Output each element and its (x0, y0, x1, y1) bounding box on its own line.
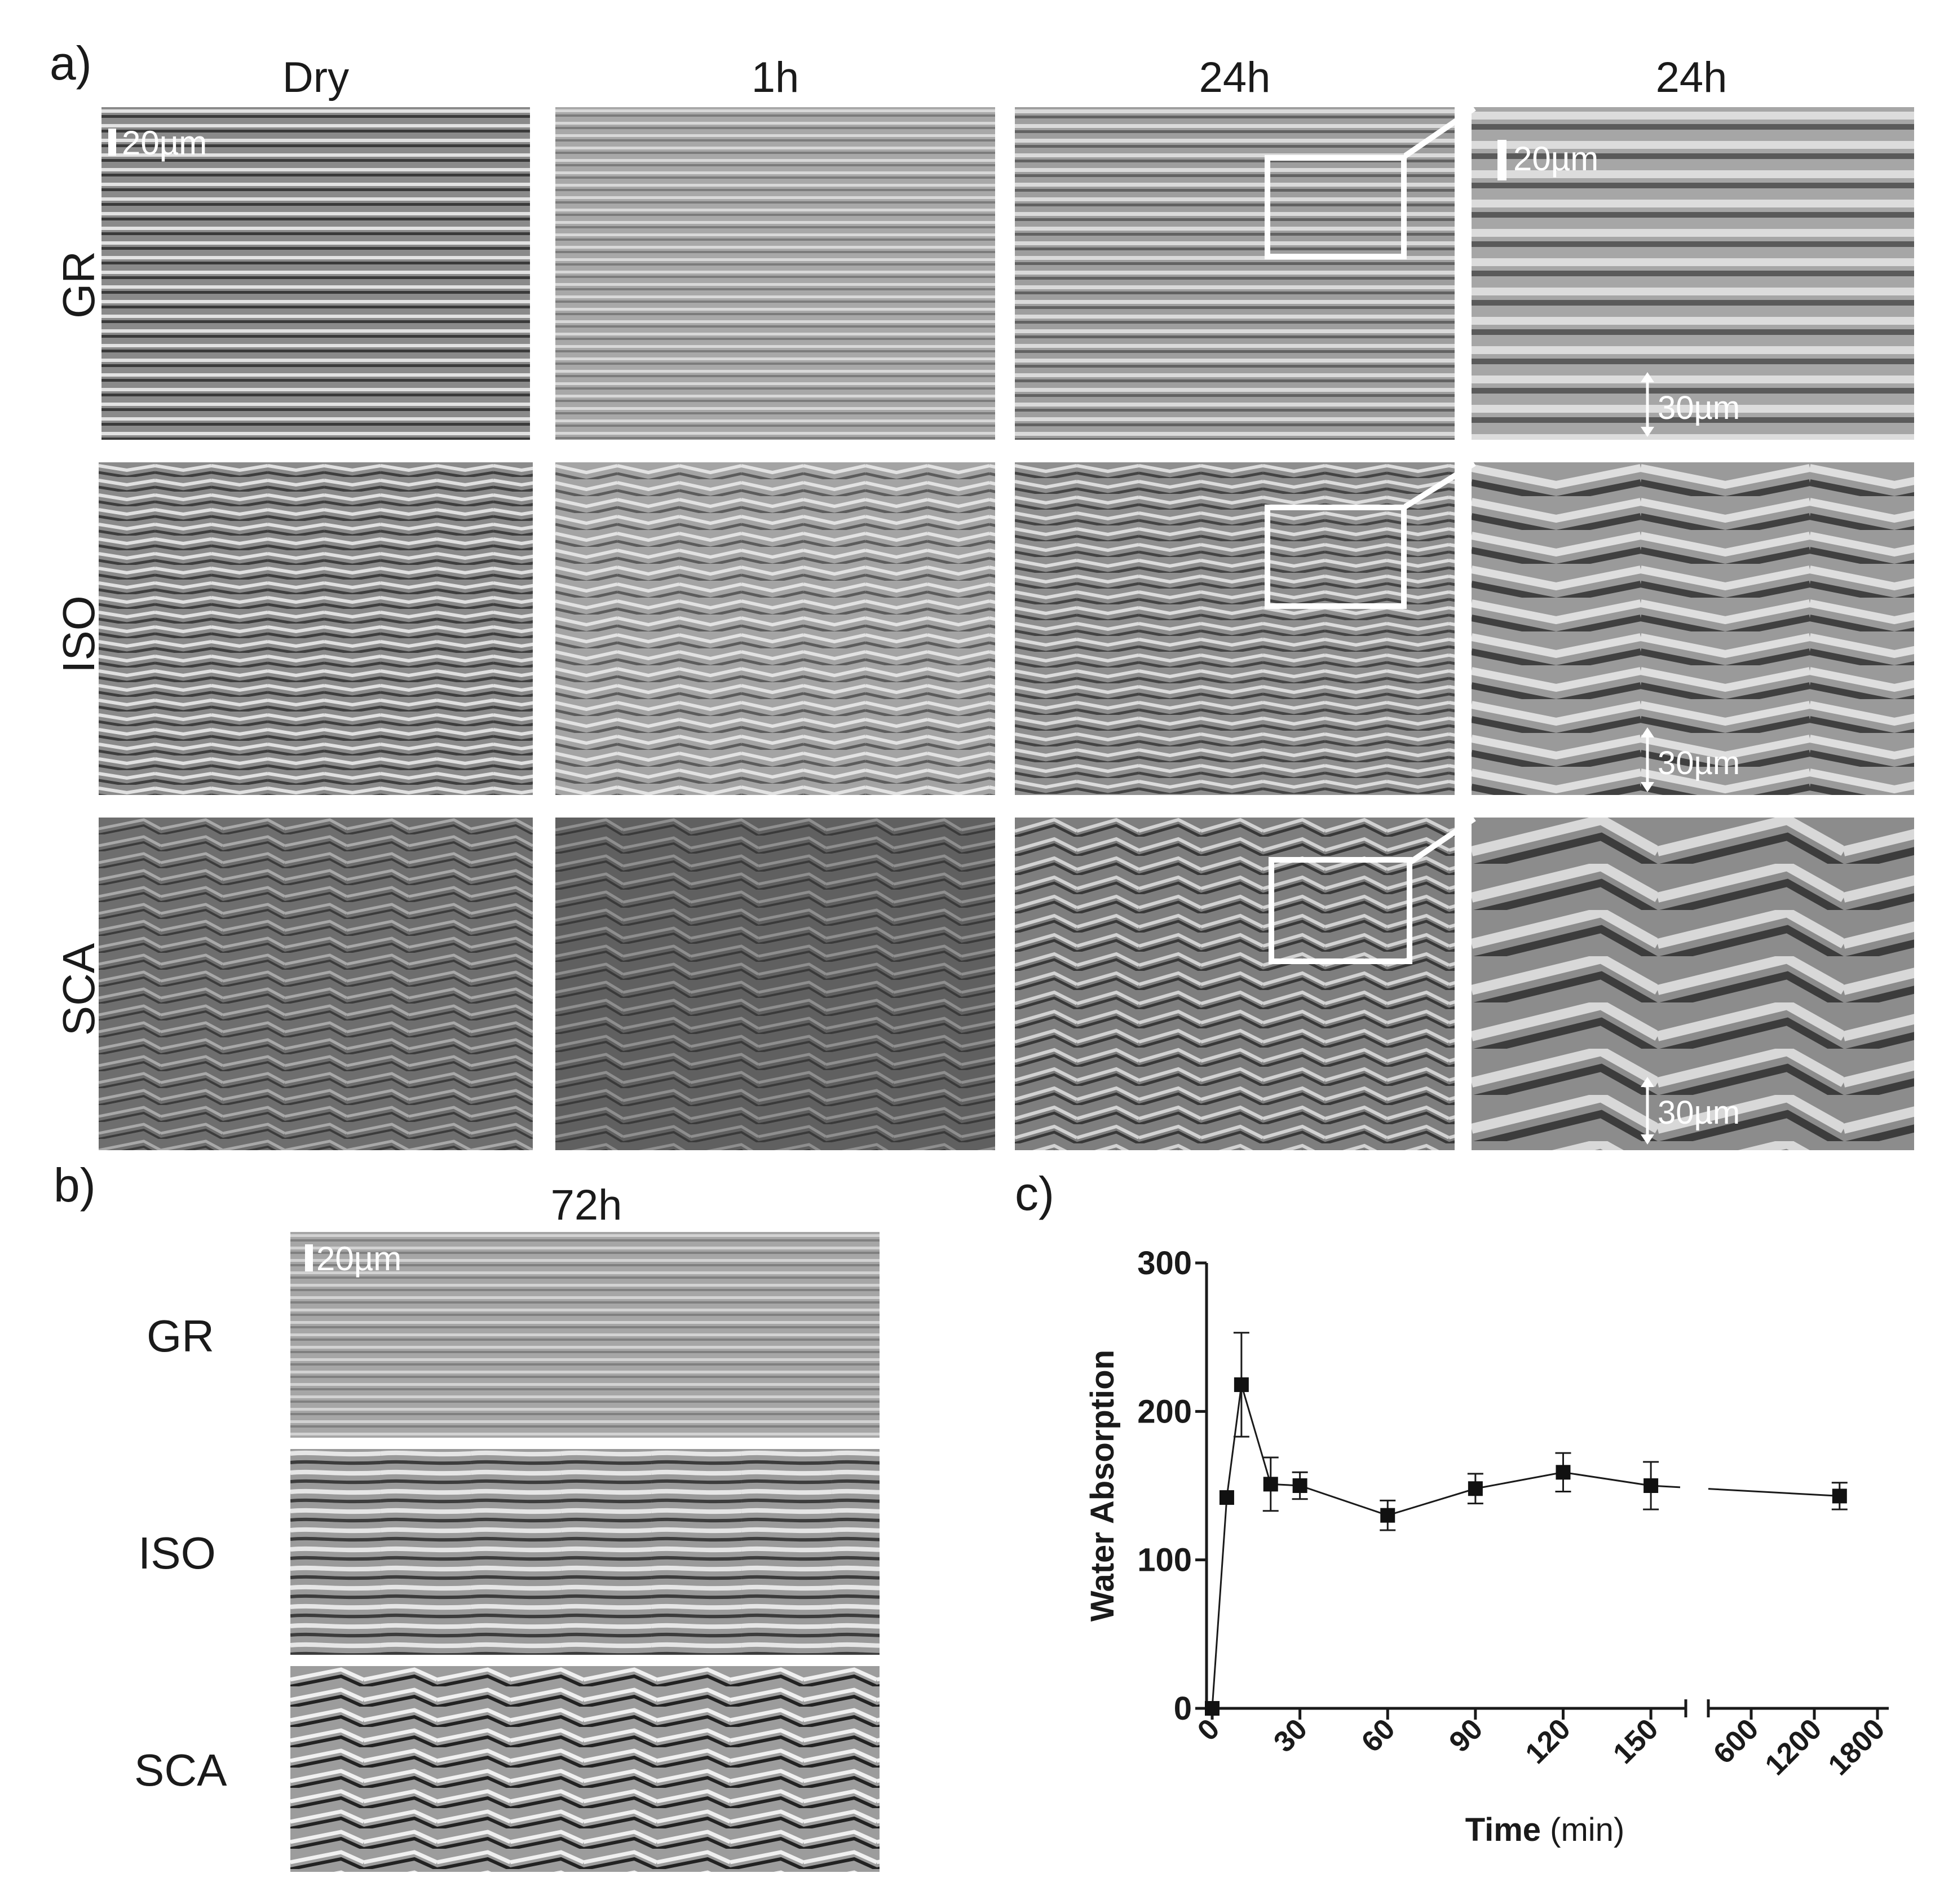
x-tick-label: 0 (1191, 1712, 1226, 1747)
x-axis-label-unit: (min) (1550, 1812, 1624, 1848)
panel-a-letter: a) (50, 37, 92, 90)
micrograph-iso-1h (555, 462, 995, 795)
panel-b-row-gr: GR (147, 1311, 214, 1361)
micrograph-b-iso-72h (290, 1449, 880, 1655)
series-line (1708, 1488, 1840, 1497)
zoom-connector-line (1404, 107, 1476, 160)
data-point (1263, 1477, 1278, 1492)
panel-b-title: 72h (550, 1181, 622, 1229)
dimension-arrow-icon (1641, 1077, 1654, 1145)
micrograph-gr-24h (1015, 107, 1455, 440)
micrograph-gr-1h (555, 107, 995, 440)
x-tick-label: 600 (1707, 1712, 1765, 1770)
micrograph-sca-1h (555, 818, 995, 1150)
y-tick-label: 0 (1174, 1690, 1192, 1727)
y-tick-label: 200 (1137, 1393, 1192, 1430)
y-tick-label: 100 (1137, 1542, 1192, 1579)
data-point (1380, 1508, 1395, 1523)
zoom-connector-line (1404, 462, 1476, 510)
panel-b-letter: b) (54, 1159, 96, 1212)
scale-bar-label-zoom: 20µm (1513, 140, 1599, 178)
x-tick-label: 90 (1443, 1712, 1489, 1759)
panel-b-row-sca: SCA (134, 1745, 227, 1795)
micrograph-sca-dry (99, 818, 533, 1150)
x-tick-label: 120 (1519, 1712, 1577, 1770)
series-line (1211, 1384, 1651, 1709)
data-point (1219, 1490, 1234, 1505)
data-point (1832, 1488, 1847, 1504)
data-point (1556, 1465, 1571, 1480)
x-axis-label-bold: Time (1465, 1812, 1550, 1848)
micrograph-sca-24h (1015, 818, 1455, 1150)
zoom-region-box (1265, 155, 1407, 259)
micrograph-b-gr-72h: 20µm (290, 1232, 880, 1438)
x-tick-label: 60 (1355, 1712, 1402, 1759)
dimension-label: 30µm (1658, 390, 1740, 426)
column-header-24h: 24h (1199, 54, 1271, 101)
micrograph-iso-dry (99, 462, 533, 795)
zoom-region-box (1269, 857, 1412, 964)
panel-b-scale-bar-label: 20µm (316, 1240, 402, 1278)
dimension-arrow-icon (1641, 372, 1654, 437)
dimension-label: 30µm (1658, 745, 1740, 781)
y-axis-label: Water Absorption (1084, 1350, 1121, 1622)
scale-bar-label: 20µm (122, 124, 207, 162)
data-point (1292, 1478, 1307, 1493)
data-point (1468, 1481, 1483, 1496)
panel-b-row-iso: ISO (138, 1528, 216, 1578)
micrograph-sca-24h-zoom: 30µm (1472, 818, 1914, 1150)
column-header-24h-zoom: 24h (1655, 54, 1727, 101)
column-header-1h: 1h (751, 54, 799, 101)
data-point (1234, 1377, 1249, 1392)
row-header-gr: GR (54, 251, 104, 319)
micrograph-iso-24h-zoom: 30µm (1472, 462, 1914, 795)
x-axis-label: Time (min) (1465, 1812, 1625, 1848)
micrograph-b-sca-72h (290, 1666, 880, 1872)
zoom-region-box (1265, 505, 1407, 609)
zoom-connector-line (1410, 818, 1476, 865)
micrograph-iso-24h (1015, 462, 1455, 795)
micrograph-gr-24h-zoom: 20µm 30µm (1472, 107, 1914, 440)
micrograph-gr-dry: 20µm (101, 107, 530, 440)
water-absorption-chart: 0 100 200 300 Water Absorption 0 30 60 90 120 150 6… (1084, 1245, 1892, 1848)
x-tick-label: 1200 (1759, 1712, 1828, 1782)
dimension-label: 30µm (1658, 1094, 1740, 1131)
data-point (1205, 1701, 1220, 1716)
x-tick-label: 30 (1267, 1712, 1314, 1759)
y-tick-label: 300 (1137, 1245, 1192, 1282)
column-header-dry: Dry (282, 54, 350, 101)
data-point (1643, 1478, 1659, 1493)
dimension-arrow-icon (1641, 727, 1654, 792)
x-tick-label: 1800 (1822, 1712, 1892, 1782)
x-tick-label: 150 (1607, 1712, 1664, 1770)
panel-c-letter: c) (1015, 1167, 1054, 1220)
